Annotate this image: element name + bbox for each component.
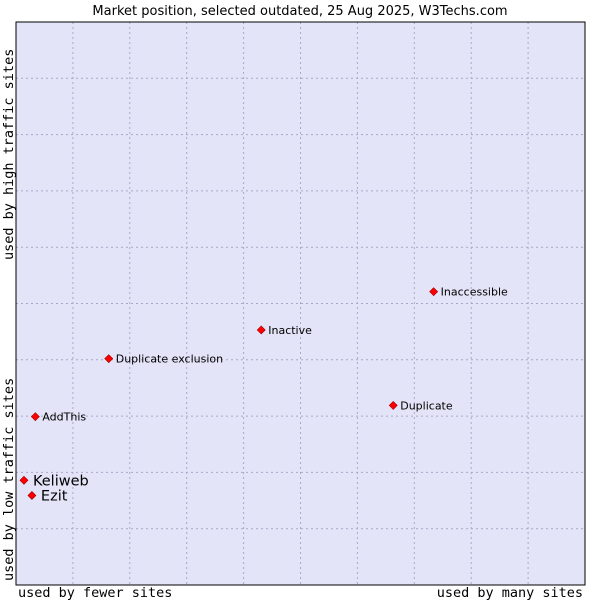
data-point-marker <box>104 354 114 364</box>
data-points: Inaccessible Inactive Duplicate exclusion D… <box>19 286 508 504</box>
data-point-label: Duplicate <box>400 399 453 412</box>
data-point-label: Keliweb <box>33 473 89 489</box>
data-point-marker <box>429 287 439 297</box>
data-point-marker <box>30 412 40 422</box>
data-point-label: Duplicate exclusion <box>116 353 223 366</box>
y-axis-label-top: used by high traffic sites <box>1 49 17 260</box>
data-point-marker <box>388 400 398 410</box>
data-point-marker <box>19 475 29 485</box>
data-point-marker <box>27 491 37 500</box>
data-point-label: Inaccessible <box>441 286 508 299</box>
x-axis-label-left: used by fewer sites <box>18 585 172 600</box>
data-point-marker <box>256 325 266 335</box>
y-axis-label-bottom: used by low traffic sites <box>1 378 17 581</box>
data-point-label: Ezit <box>41 488 68 504</box>
chart-title: Market position, selected outdated, 25 A… <box>92 4 507 19</box>
data-point-label: Inactive <box>268 324 312 337</box>
grid-lines <box>16 22 585 585</box>
data-point-label: AddThis <box>42 411 86 424</box>
x-axis-label-right: used by many sites <box>437 585 583 600</box>
plot-border <box>15 21 586 586</box>
